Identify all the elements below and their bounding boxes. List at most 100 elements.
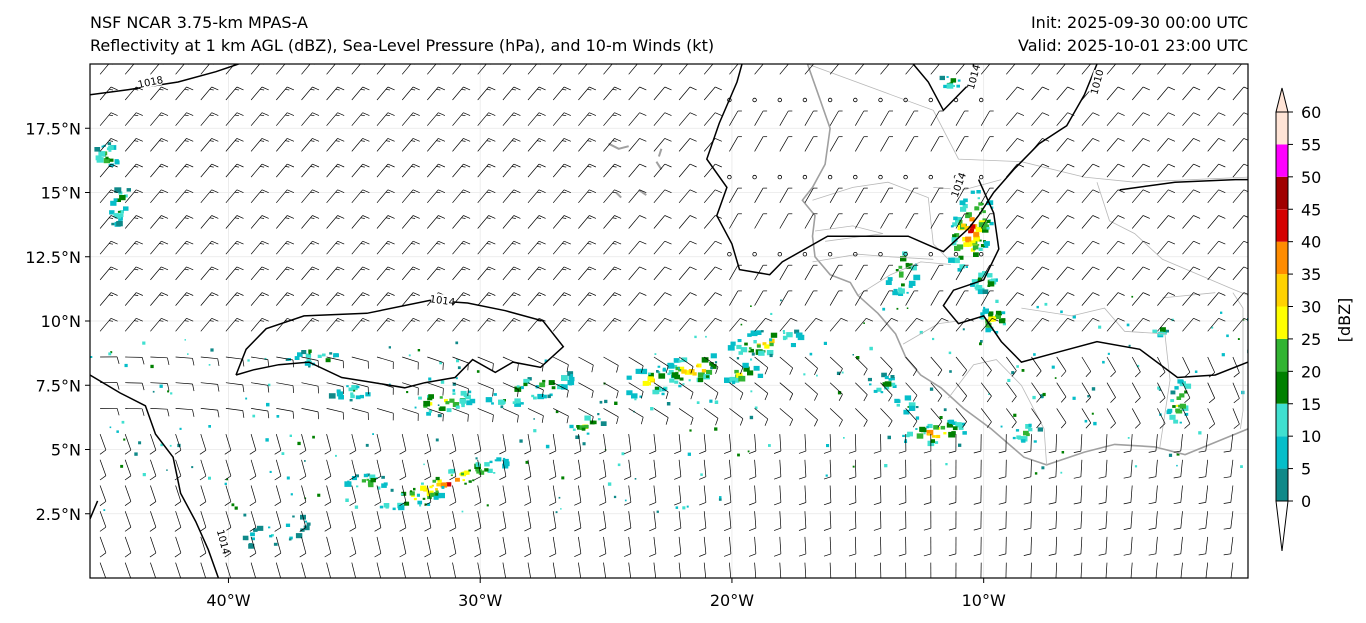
reflectivity-pixel <box>682 506 686 510</box>
lon-tick-label: 20°W <box>710 591 754 610</box>
lat-tick-label: 7.5°N <box>36 376 81 395</box>
wind-barb-flag <box>589 266 597 271</box>
wind-barb-shaft <box>124 511 132 528</box>
reflectivity-pixel <box>520 402 524 405</box>
wind-barb-shaft <box>527 356 544 365</box>
reflectivity-pixel <box>750 358 753 361</box>
wind-barb-flag <box>362 112 370 116</box>
wind-barb-flag <box>723 553 732 557</box>
reflectivity-pixel <box>952 234 957 238</box>
wind-barb-shaft <box>1031 382 1042 397</box>
wind-barb-flag <box>923 553 931 557</box>
wind-barb-flag <box>449 553 457 558</box>
wind-barb-shaft <box>754 110 764 126</box>
wind-barb-flag <box>1233 372 1240 378</box>
wind-barb-shaft <box>1232 318 1245 332</box>
calm-wind-marker <box>802 97 808 103</box>
wind-barb-flag <box>1208 397 1215 404</box>
wind-barb-flag <box>1193 163 1201 168</box>
wind-barb-shaft <box>653 408 669 418</box>
wind-barb-flag <box>310 88 315 91</box>
wind-barb-flag <box>524 527 532 532</box>
reflectivity-pixel <box>1158 388 1161 391</box>
reflectivity-pixel <box>460 472 464 476</box>
reflectivity-pixel <box>867 377 872 382</box>
wind-barb-flag <box>614 163 622 168</box>
reflectivity-pixel <box>377 486 381 490</box>
wind-barb-flag <box>1042 215 1050 219</box>
colorbar-tick-label: 5 <box>1301 460 1311 479</box>
wind-barb-shaft <box>1207 266 1219 281</box>
wind-barb-shaft <box>301 434 307 451</box>
wind-barb-shaft <box>99 433 107 451</box>
reflectivity-pixel <box>545 444 550 449</box>
wind-barb-flag <box>649 553 657 557</box>
wind-barb-flag <box>1067 292 1075 296</box>
reflectivity-pixel <box>908 284 913 288</box>
wind-barb-flag <box>715 86 722 91</box>
wind-barb-flag <box>234 114 239 117</box>
wind-barb-flag <box>536 88 542 91</box>
reflectivity-pixel <box>1237 338 1240 340</box>
wind-barb-flag <box>236 86 244 91</box>
reflectivity-pixel <box>489 460 493 464</box>
wind-barb-flag <box>1159 397 1166 404</box>
wind-barb-flag <box>1243 86 1248 90</box>
wind-barb-flag <box>1110 422 1116 429</box>
reflectivity-pixel <box>167 390 170 393</box>
wind-barb-shaft <box>1182 240 1194 255</box>
wind-barb-shaft <box>703 86 716 101</box>
wind-barb-shaft <box>754 459 757 477</box>
wind-barb-flag <box>690 366 694 374</box>
wind-barb-flag <box>664 112 672 116</box>
wind-barb-flag <box>562 268 567 271</box>
wind-barb-flag <box>211 86 219 91</box>
wind-barb-flag <box>562 217 567 219</box>
wind-barb-shaft <box>1106 112 1119 126</box>
wind-barb-shaft <box>452 356 469 364</box>
wind-barb-flag <box>499 553 507 558</box>
wind-barb-shaft <box>1056 240 1068 255</box>
wind-barb-flag <box>436 140 441 142</box>
reflectivity-pixel <box>744 342 748 346</box>
wind-barb-flag <box>589 240 597 245</box>
calm-wind-marker <box>752 174 757 180</box>
wind-barb-flag <box>1092 138 1100 142</box>
colorbar-segment <box>1276 306 1288 339</box>
wind-barb-flag <box>474 501 482 506</box>
wind-barb-shaft <box>99 485 107 502</box>
wind-barb-shaft <box>1081 189 1094 204</box>
valid-time: Valid: 2025-10-01 23:00 UTC <box>1017 36 1248 55</box>
reflectivity-pixel <box>994 331 999 334</box>
wind-barb-shaft <box>1131 86 1144 101</box>
reflectivity-pixel <box>954 233 960 238</box>
reflectivity-pixel <box>750 390 753 393</box>
wind-barb-flag <box>317 411 319 420</box>
wind-barb-flag <box>267 385 270 393</box>
wind-barb-flag <box>664 266 672 271</box>
calm-wind-marker <box>727 174 732 180</box>
reflectivity-pixel <box>684 370 691 375</box>
calm-wind-marker <box>727 251 732 257</box>
wind-barb-flag <box>664 240 672 245</box>
wind-barb-flag <box>773 553 782 557</box>
reflectivity-pixel <box>464 482 467 485</box>
wind-barb-shaft <box>854 187 865 203</box>
reflectivity-pixel <box>1240 465 1243 468</box>
wind-barb-shaft <box>829 536 832 554</box>
reflectivity-pixel <box>248 543 255 549</box>
wind-barb-flag <box>260 88 265 91</box>
reflectivity-pixel <box>113 213 119 218</box>
wind-barb-shaft <box>804 136 814 152</box>
wind-barb-shaft <box>955 290 965 306</box>
wind-barb-flag <box>310 243 315 245</box>
wind-barb-shaft <box>779 290 789 306</box>
wind-barb-flag <box>337 266 345 271</box>
wind-barb-flag <box>1142 189 1150 194</box>
wind-barb-shaft <box>1157 382 1166 398</box>
wind-barb-flag <box>337 86 345 91</box>
wind-barb-flag <box>973 476 981 480</box>
wind-barb-flag <box>715 163 722 168</box>
wind-barb-shaft <box>1131 408 1141 424</box>
reflectivity-pixel <box>978 247 983 251</box>
